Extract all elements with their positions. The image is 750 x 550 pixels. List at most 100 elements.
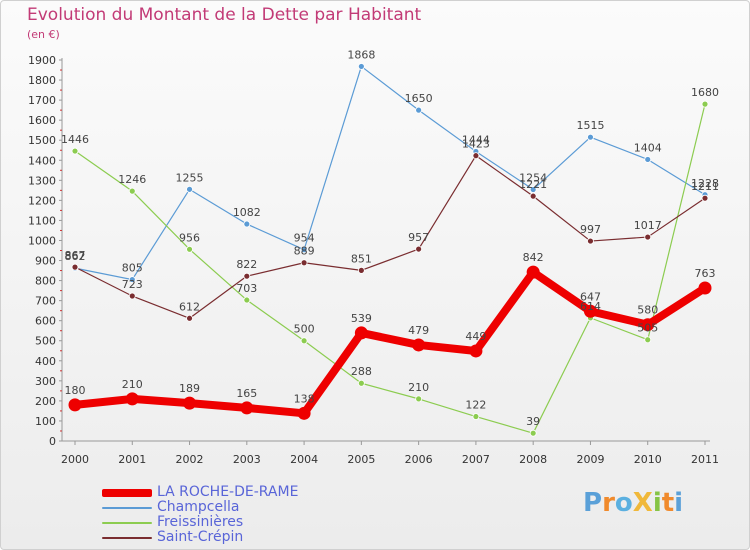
proxiti-logo: ProXiti [583,488,683,518]
data-label: 449 [465,330,486,343]
legend-label: Saint-Crépin [157,529,244,545]
y-tick-label: 500 [35,335,56,348]
data-point [357,379,365,387]
data-label: 1221 [519,178,547,191]
x-tick-label: 2008 [519,453,547,466]
y-tick-label: 1700 [28,94,56,107]
data-point [526,265,540,279]
data-point [243,296,251,304]
x-tick-label: 2005 [347,453,375,466]
data-label: 1868 [347,48,375,61]
data-point [415,106,423,114]
data-label: 1255 [176,171,204,184]
chart-unit-label: (en €) [27,28,60,41]
y-tick-label: 700 [35,295,56,308]
data-label: 1404 [634,141,662,154]
x-tick-label: 2000 [61,453,89,466]
legend-swatch [102,489,152,497]
data-point [529,186,537,193]
data-point [701,100,709,108]
legend-swatch [102,537,152,539]
data-label: 1211 [691,180,719,193]
data-label: 1246 [118,173,146,186]
series-line-0 [71,268,709,418]
x-tick-label: 2002 [176,453,204,466]
data-label: 1680 [691,86,719,99]
x-tick-label: 2003 [233,453,261,466]
data-label: 763 [695,267,716,280]
data-point [472,152,480,160]
logo-letter: r [602,488,615,518]
data-label: 1082 [233,206,261,219]
data-label: 889 [294,245,315,258]
chart-title: Evolution du Montant de la Dette par Hab… [27,5,422,25]
legend-swatch [102,522,152,524]
y-tick-label: 1600 [28,114,56,127]
data-point [587,237,594,245]
data-label: 822 [236,258,257,271]
y-tick-label: 400 [35,355,56,368]
data-point [469,344,483,358]
data-point [68,398,82,412]
data-point [243,220,251,228]
data-point [644,336,652,344]
data-label: 122 [465,399,486,412]
data-point [644,233,652,241]
data-point [529,429,537,437]
data-point [641,318,655,332]
data-label: 851 [351,252,372,265]
legend-swatch [102,507,152,509]
data-point [644,156,652,163]
data-label: 614 [580,300,601,313]
x-tick-label: 2007 [462,453,490,466]
data-point [183,396,197,410]
data-label: 954 [294,232,315,245]
logo-letter: o [614,488,633,518]
data-label: 189 [179,382,200,395]
data-label: 1228 [691,177,719,190]
data-label: 805 [122,262,143,275]
data-point [412,338,426,352]
logo-letter: t [661,488,675,518]
data-labels: 862 805 1255 1082 954 1868 1650 1444 1254 1515 140… [61,48,719,428]
data-label: 1446 [61,133,89,146]
x-tick-label: 2004 [290,453,318,466]
data-label: 1254 [519,172,547,185]
data-label: 956 [179,231,200,244]
logo-letter: i [652,488,662,518]
data-point [354,326,368,340]
series-line-1 [74,65,706,281]
data-label: 539 [351,312,372,325]
data-label: 842 [523,251,544,264]
series-line-2 [74,103,706,434]
logo-letter: i [674,488,684,518]
data-point [300,246,308,254]
data-point [186,185,193,193]
y-tick-label: 0 [49,435,56,448]
y-tick-label: 200 [35,395,56,408]
y-tick-label: 100 [35,415,56,428]
data-label: 1017 [634,219,662,232]
logo-letter: X [632,488,653,518]
data-label: 165 [236,387,257,400]
data-point [186,314,193,322]
data-point [472,413,480,420]
x-tick-label: 2006 [405,453,433,466]
data-label: 867 [65,249,86,262]
data-point [300,337,308,345]
data-point [297,406,311,420]
x-tick-label: 2009 [576,453,604,466]
legend-label: Champcella [157,499,240,515]
y-tick-label: 1500 [28,134,56,147]
data-point [300,259,308,267]
y-tick-label: 600 [35,315,56,328]
series-line-3 [74,155,706,319]
y-tick-label: 800 [35,275,56,288]
data-label: 138 [294,392,315,405]
y-tick-label: 300 [35,375,56,388]
data-point [415,395,423,403]
data-point [583,304,597,318]
data-label: 723 [122,278,143,291]
y-tick-label: 1900 [28,54,56,67]
